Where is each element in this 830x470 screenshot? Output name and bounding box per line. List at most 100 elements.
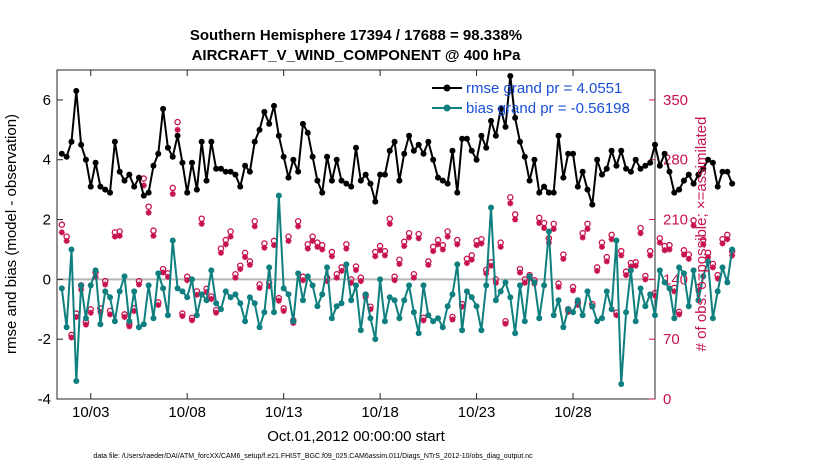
bias-point [565, 306, 572, 313]
rmse-point [507, 72, 514, 79]
rmse-point [463, 135, 470, 142]
rmse-point [102, 186, 109, 193]
obs-assimilated-point [676, 311, 683, 318]
bias-point [324, 264, 331, 271]
obs-assimilated-point [430, 248, 437, 255]
obs-assimilated-point [584, 225, 591, 232]
chart-title-line1: Southern Hemisphere 17394 / 17688 = 98.3… [190, 27, 522, 44]
rmse-point [594, 156, 601, 163]
bias-point [97, 321, 104, 328]
rmse-point [242, 162, 249, 169]
obs-assimilated-point [632, 262, 639, 269]
rmse-point [285, 174, 292, 181]
rmse-point [444, 180, 451, 187]
rmse-point [531, 156, 538, 163]
obs-assimilated-point [642, 276, 649, 283]
obs-assimilated-point [449, 316, 456, 323]
bias-point [415, 330, 422, 337]
bias-point [430, 318, 437, 325]
rmse-point [309, 153, 316, 160]
rmse-point [377, 171, 384, 178]
rmse-point [439, 177, 446, 184]
rmse-point [203, 177, 210, 184]
rmse-point [656, 162, 663, 169]
obs-assimilated-point [555, 284, 562, 291]
obs-assimilated-point [58, 229, 65, 236]
rmse-point [353, 144, 359, 151]
rmse-point [58, 150, 65, 157]
obs-assimilated-point [550, 225, 557, 232]
legend: rmse grand pr = 4.0551 bias grand pr = -… [432, 80, 630, 117]
obs-assimilated-point [73, 313, 80, 320]
bias-point [208, 267, 215, 274]
bias-point [724, 279, 731, 286]
rmse-point [324, 153, 331, 160]
rmse-series [58, 72, 736, 208]
obs-assimilated-point [454, 241, 461, 248]
rmse-point [73, 87, 80, 94]
bias-point [507, 294, 514, 301]
bias-point [584, 288, 591, 295]
bias-point [348, 297, 355, 304]
bias-point [459, 327, 466, 334]
obs-assimilated-point [295, 223, 302, 230]
rmse-point [647, 159, 654, 166]
bias-point [705, 258, 712, 265]
rmse-point [685, 171, 692, 178]
bias-point [246, 294, 253, 301]
rmse-point [333, 156, 340, 163]
obs-assimilated-point [690, 222, 697, 229]
rmse-point [107, 189, 114, 196]
obs-assimilated-point [652, 292, 658, 299]
bias-point [439, 324, 446, 331]
obs-assimilated-point [396, 260, 403, 267]
obs-assimilated-point [478, 240, 485, 247]
x-tick-label: 10/03 [72, 404, 110, 421]
bias-point [381, 318, 388, 325]
bias-point [545, 228, 552, 235]
obs-assimilated-point [193, 291, 200, 298]
rmse-point [652, 141, 658, 148]
rmse-point [63, 153, 70, 160]
obs-assimilated-point [266, 283, 273, 290]
obs-assimilated-point [285, 237, 292, 244]
obs-assimilated-point [131, 307, 138, 314]
rmse-point [227, 168, 234, 175]
rmse-point [502, 123, 509, 130]
bias-point [87, 282, 94, 289]
bias-point [237, 300, 244, 307]
bias-point [488, 204, 495, 211]
x-axis-label: Oct.01,2012 00:00:00 start [267, 428, 445, 445]
rmse-point [92, 159, 99, 166]
obs-assimilated-point [666, 246, 673, 253]
bias-point [92, 267, 99, 274]
obs-assimilated-point [507, 200, 514, 207]
rmse-point [536, 189, 543, 196]
rmse-point [545, 189, 552, 196]
obs-assimilated-point [135, 281, 142, 288]
rmse-point [613, 162, 620, 169]
obs-assimilated-point [87, 309, 94, 316]
obs-assimilated-point [68, 334, 75, 341]
bias-point [652, 312, 658, 319]
obs-assimilated-point [203, 289, 210, 296]
bias-point [637, 285, 644, 292]
bias-point [516, 282, 523, 289]
obs-assimilated-point [184, 277, 191, 284]
rmse-point [111, 138, 118, 145]
bias-point [164, 312, 171, 319]
bias-point [184, 294, 191, 301]
bias-point [700, 273, 707, 280]
y-tick-label-right: 350 [663, 92, 688, 109]
obs-assimilated-point [160, 269, 167, 276]
bias-point [526, 273, 533, 280]
bias-point [266, 264, 273, 271]
obs-assimilated-point [198, 220, 205, 227]
bias-point [116, 288, 123, 295]
bias-point [357, 327, 364, 334]
bias-point [299, 297, 306, 304]
y-tick-label-left: 2 [43, 212, 51, 229]
bias-point [647, 291, 654, 298]
rmse-point [579, 168, 586, 175]
obs-assimilated-point [169, 190, 176, 197]
